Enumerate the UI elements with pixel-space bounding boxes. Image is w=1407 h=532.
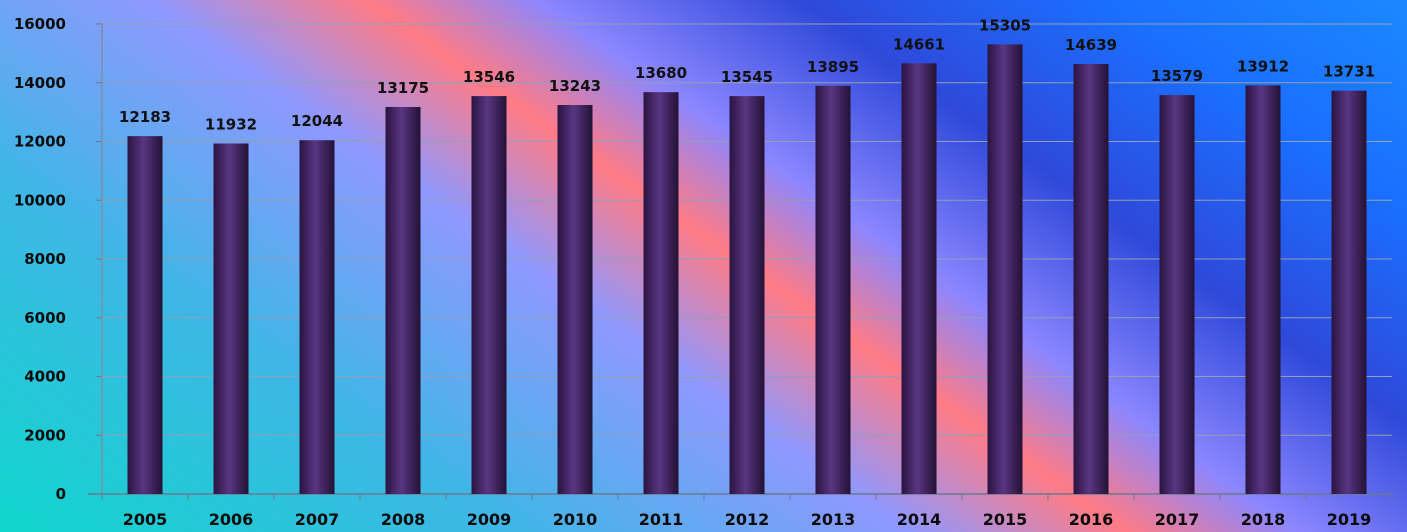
- bar-value-label: 13912: [1237, 57, 1289, 75]
- bar-2016: [1073, 63, 1109, 495]
- bar-2014: [901, 63, 937, 494]
- y-tick-label: 2000: [24, 426, 66, 444]
- bar-2017: [1159, 95, 1195, 494]
- bar-2012: [729, 96, 765, 494]
- y-tick-label: 8000: [24, 250, 66, 268]
- bar-value-label: 13680: [635, 64, 687, 82]
- y-tick-label: 10000: [14, 191, 66, 209]
- bar-2019: [1331, 90, 1367, 494]
- bar-value-label: 13243: [549, 77, 601, 95]
- bar-value-label: 12044: [291, 112, 343, 130]
- bar-2018: [1245, 85, 1281, 495]
- bar-2013: [815, 85, 851, 494]
- x-tick-label: 2015: [983, 510, 1028, 529]
- bar-value-label: 13175: [377, 79, 429, 97]
- bar-value-label: 13731: [1323, 63, 1375, 81]
- bar-2005: [127, 136, 163, 494]
- y-tick-label: 6000: [24, 309, 66, 327]
- x-tick-label: 2018: [1241, 510, 1286, 529]
- bar-2008: [385, 106, 421, 494]
- y-tick-label: 0: [56, 485, 66, 503]
- bar-2006: [213, 143, 249, 494]
- x-tick-label: 2012: [725, 510, 770, 529]
- x-tick-label: 2017: [1155, 510, 1200, 529]
- bar-value-label: 14661: [893, 35, 945, 53]
- data-labels: 12183 11932 12044 13175 13546 13243 13680 13545…: [119, 16, 1375, 133]
- y-tick-label: 14000: [14, 74, 66, 92]
- bar-value-label: 13895: [807, 58, 859, 76]
- bar-value-label: 13579: [1151, 67, 1203, 85]
- bar-value-label: 14639: [1065, 36, 1117, 54]
- x-tick-label: 2009: [467, 510, 512, 529]
- bar-value-label: 12183: [119, 108, 171, 126]
- x-tick-label: 2019: [1327, 510, 1372, 529]
- x-tick-label: 2010: [553, 510, 598, 529]
- x-tick-label: 2011: [639, 510, 684, 529]
- bar-value-label: 13546: [463, 68, 515, 86]
- bar-2015: [987, 44, 1023, 495]
- x-tick-label: 2006: [209, 510, 254, 529]
- bar-value-label: 15305: [979, 16, 1031, 34]
- bar-value-label: 11932: [205, 115, 257, 133]
- bar-2007: [299, 140, 335, 494]
- x-tick-label: 2007: [295, 510, 340, 529]
- y-axis-ticks: 0 2000 4000 6000 8000 10000 12000 14000 16000: [14, 15, 66, 503]
- x-tick-label: 2013: [811, 510, 856, 529]
- x-tick-label: 2014: [897, 510, 942, 529]
- y-tick-label: 16000: [14, 15, 66, 33]
- bar-2010: [557, 104, 593, 494]
- y-tick-label: 12000: [14, 133, 66, 151]
- bar-value-label: 13545: [721, 68, 773, 86]
- x-tick-label: 2016: [1069, 510, 1114, 529]
- x-tick-label: 2005: [123, 510, 168, 529]
- x-axis-ticks: 2005 2006 2007 2008 2009 2010 2011 2012 2013 2014…: [123, 510, 1372, 529]
- y-tick-label: 4000: [24, 368, 66, 386]
- bar-2011: [643, 92, 679, 495]
- x-tick-label: 2008: [381, 510, 426, 529]
- bar-2009: [471, 96, 507, 495]
- bars: [127, 44, 1367, 495]
